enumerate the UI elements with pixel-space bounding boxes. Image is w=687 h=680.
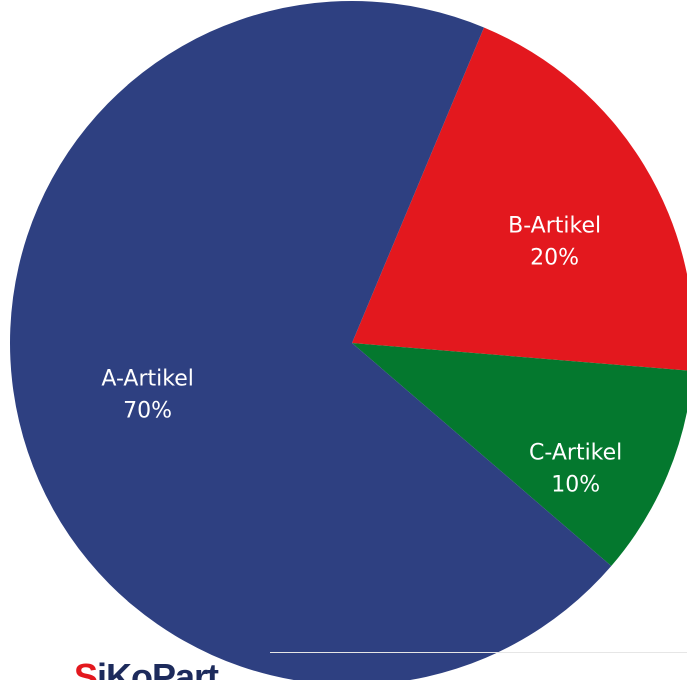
slice-label-a-artikel: A-Artikel xyxy=(101,366,193,391)
brand-logo: SiKoPart xyxy=(74,656,219,680)
slice-value-c-artikel: 10% xyxy=(551,472,600,497)
pie-slices xyxy=(10,1,687,680)
slice-label-b-artikel: B-Artikel xyxy=(508,213,601,238)
divider-line xyxy=(270,652,687,653)
pie-labels: B-Artikel 20% C-Artikel 10% A-Artikel 70% xyxy=(101,213,622,497)
pie-slice-b-artikel xyxy=(352,27,687,371)
pie-slice-c-artikel xyxy=(352,343,687,567)
slice-label-c-artikel: C-Artikel xyxy=(529,440,622,465)
logo-mark-icon: S xyxy=(74,656,98,680)
logo-text: iKoPart xyxy=(97,656,219,680)
slice-value-a-artikel: 70% xyxy=(123,398,172,423)
slice-value-b-artikel: 20% xyxy=(530,245,579,270)
pie-slice-a-artikel xyxy=(10,1,612,680)
